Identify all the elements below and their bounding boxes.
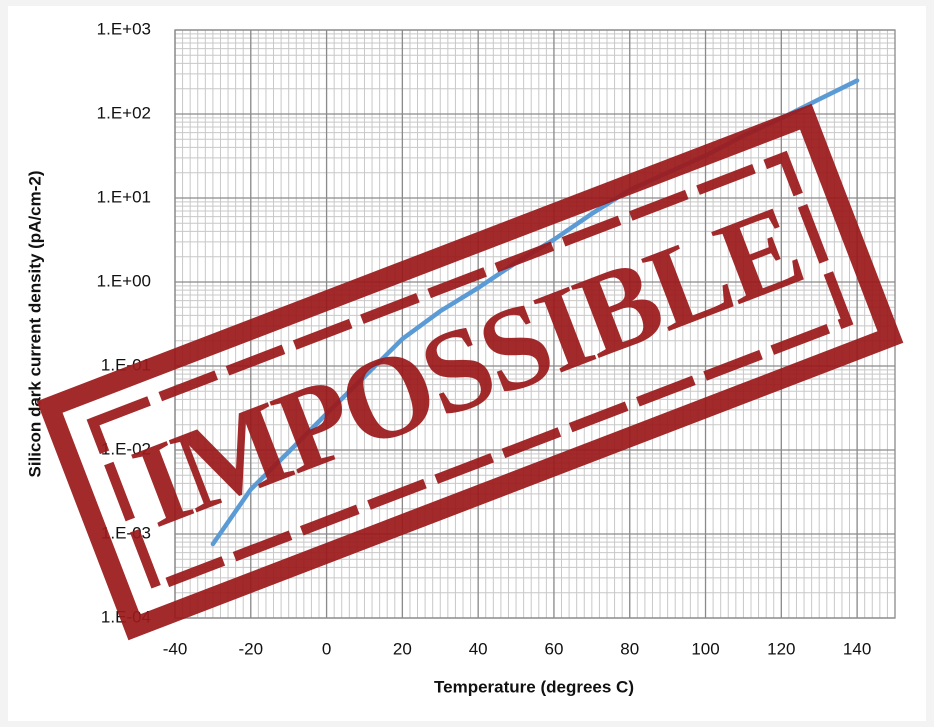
- chart: -40-200204060801001201401.E-041.E-031.E-…: [0, 0, 934, 727]
- x-tick-label: 40: [469, 639, 488, 658]
- x-tick-label: 60: [544, 639, 563, 658]
- x-tick-label: 100: [691, 639, 719, 658]
- x-tick-label: 0: [322, 639, 331, 658]
- x-tick-label: 80: [620, 639, 639, 658]
- y-tick-label: 1.E+02: [97, 103, 151, 122]
- x-axis-title: Temperature (degrees C): [434, 677, 634, 696]
- y-tick-label: 1.E+00: [97, 271, 151, 290]
- x-tick-label: 20: [393, 639, 412, 658]
- y-axis-title: Silicon dark current density (pA/cm-2): [25, 170, 44, 477]
- x-tick-label: 120: [767, 639, 795, 658]
- y-tick-label: 1.E+01: [97, 187, 151, 206]
- y-tick-label: 1.E+03: [97, 19, 151, 38]
- x-tick-label: -20: [239, 639, 264, 658]
- x-tick-label: 140: [843, 639, 871, 658]
- x-tick-label: -40: [163, 639, 188, 658]
